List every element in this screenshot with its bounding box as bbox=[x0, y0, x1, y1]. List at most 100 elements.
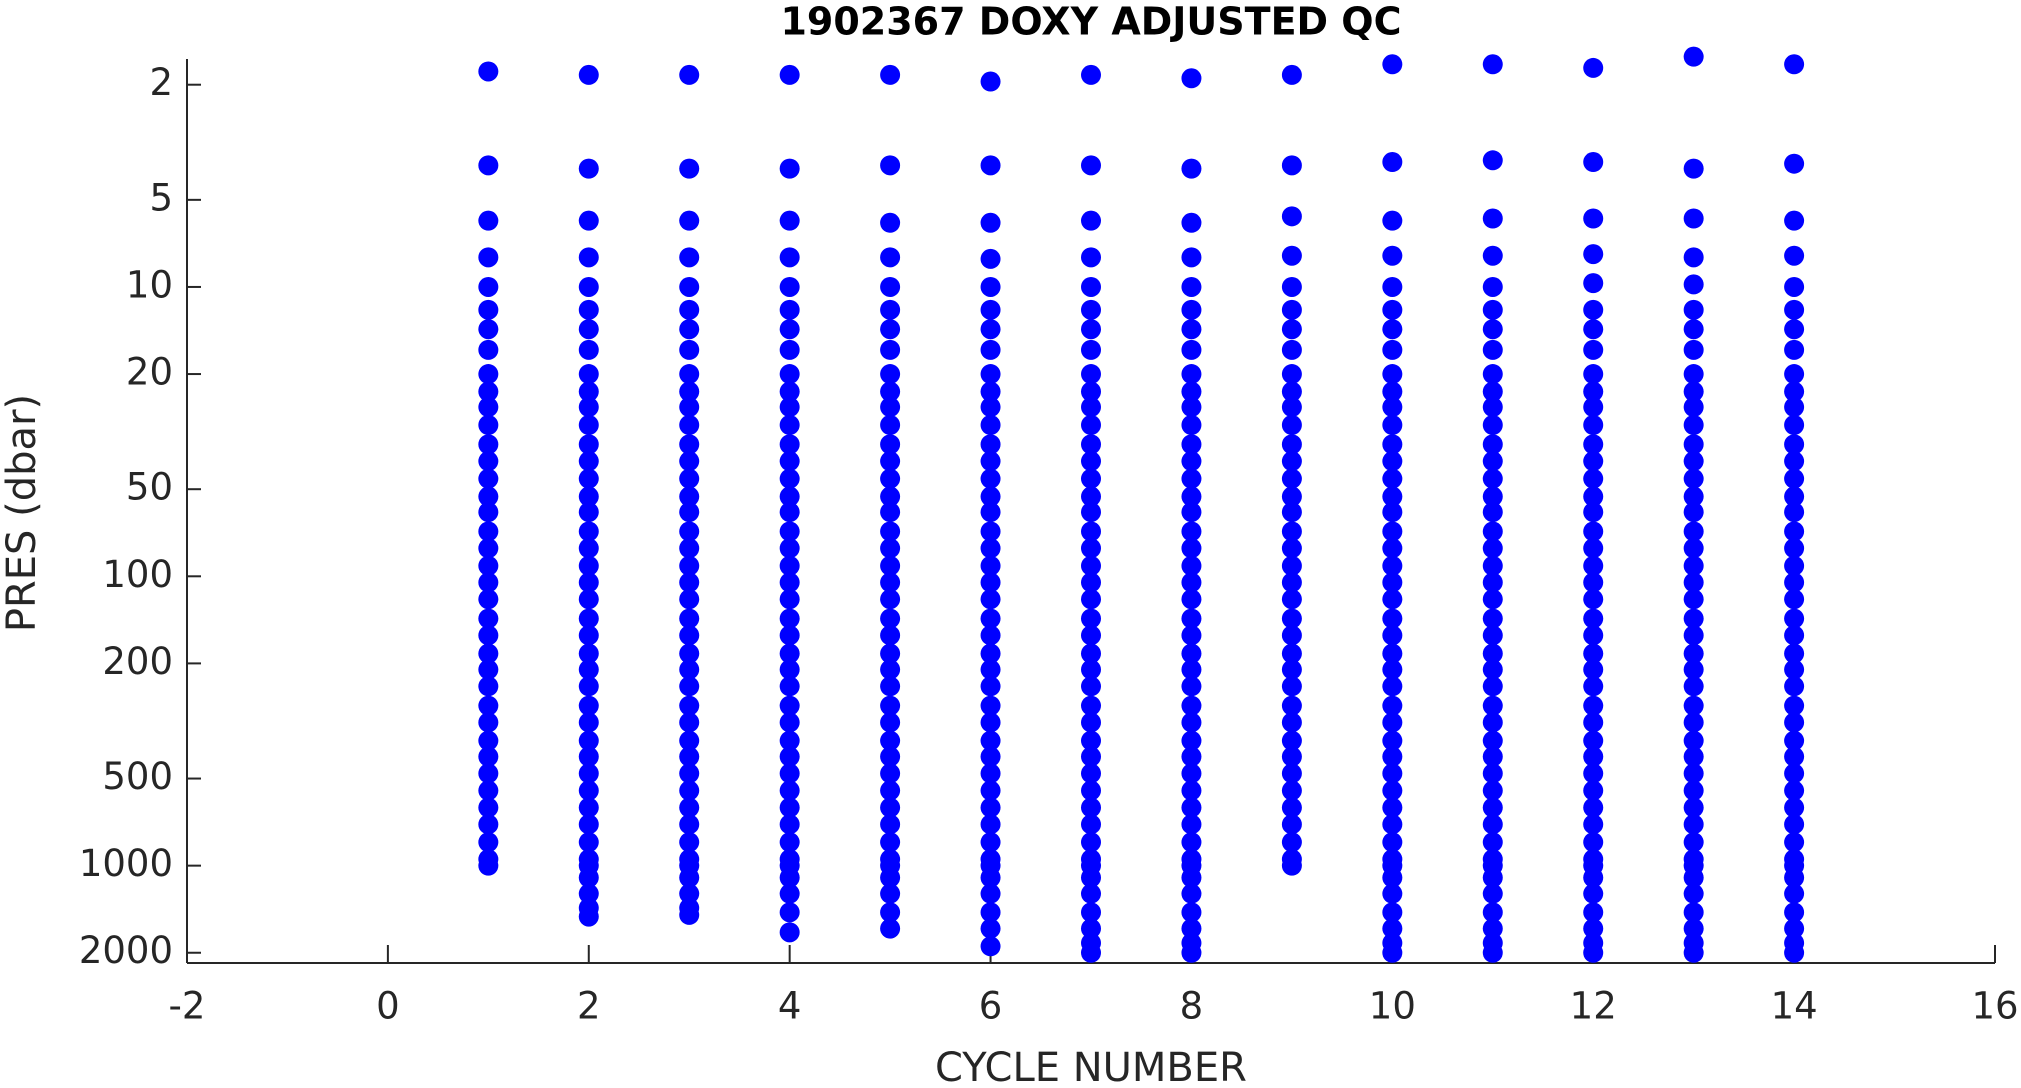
data-point bbox=[1081, 572, 1101, 593]
data-point bbox=[478, 814, 499, 835]
data-point bbox=[1081, 659, 1101, 680]
data-point bbox=[1683, 364, 1704, 385]
data-point bbox=[478, 468, 499, 489]
data-point bbox=[880, 415, 901, 436]
data-point bbox=[980, 434, 1001, 455]
data-point bbox=[1081, 339, 1101, 360]
data-point bbox=[1583, 434, 1604, 455]
data-point bbox=[1482, 918, 1503, 939]
data-point bbox=[1482, 643, 1503, 664]
data-point bbox=[679, 730, 700, 751]
data-point bbox=[1683, 299, 1704, 320]
data-point bbox=[980, 780, 1001, 801]
data-point bbox=[1784, 763, 1805, 784]
x-tick-label: 14 bbox=[1771, 985, 1818, 1028]
data-point bbox=[980, 936, 1001, 957]
data-point bbox=[1683, 555, 1704, 576]
data-point bbox=[1583, 502, 1604, 523]
data-point bbox=[1181, 212, 1202, 233]
data-point bbox=[880, 64, 901, 85]
data-point bbox=[478, 712, 499, 733]
data-point bbox=[1281, 797, 1302, 818]
data-point bbox=[779, 832, 800, 853]
data-point bbox=[980, 486, 1001, 507]
data-point bbox=[880, 589, 901, 610]
data-point bbox=[578, 589, 599, 610]
data-point bbox=[1683, 158, 1704, 179]
data-point bbox=[1181, 589, 1202, 610]
data-point bbox=[1081, 902, 1101, 923]
data-point bbox=[578, 712, 599, 733]
data-point bbox=[1583, 572, 1604, 593]
data-point bbox=[1683, 832, 1704, 853]
data-point bbox=[1281, 155, 1302, 176]
data-point bbox=[1281, 451, 1302, 472]
data-point bbox=[1784, 659, 1805, 680]
data-point bbox=[1181, 883, 1202, 904]
data-point bbox=[1583, 152, 1604, 173]
data-point bbox=[1081, 608, 1101, 629]
data-point bbox=[980, 381, 1001, 402]
data-point bbox=[1081, 381, 1101, 402]
data-point bbox=[679, 659, 700, 680]
data-point bbox=[1583, 659, 1604, 680]
data-point bbox=[1784, 814, 1805, 835]
data-point bbox=[1382, 152, 1403, 173]
data-point bbox=[578, 676, 599, 697]
data-point bbox=[1784, 299, 1805, 320]
data-point bbox=[779, 676, 800, 697]
data-point bbox=[1081, 247, 1101, 268]
data-point bbox=[1181, 538, 1202, 559]
data-point bbox=[1181, 608, 1202, 629]
data-point bbox=[1583, 643, 1604, 664]
data-point bbox=[478, 589, 499, 610]
data-point bbox=[1583, 538, 1604, 559]
data-point bbox=[578, 659, 599, 680]
data-point bbox=[1784, 676, 1805, 697]
data-point bbox=[1784, 730, 1805, 751]
data-point bbox=[1181, 247, 1202, 268]
data-point bbox=[1784, 867, 1805, 888]
data-point bbox=[1382, 319, 1403, 340]
data-point bbox=[1683, 695, 1704, 716]
data-point bbox=[1482, 797, 1503, 818]
data-point bbox=[1583, 942, 1604, 963]
data-point bbox=[1583, 608, 1604, 629]
data-point bbox=[1683, 46, 1704, 67]
data-point bbox=[779, 538, 800, 559]
data-point bbox=[880, 695, 901, 716]
data-point bbox=[1281, 468, 1302, 489]
data-point bbox=[1482, 486, 1503, 507]
data-point bbox=[980, 695, 1001, 716]
data-point bbox=[1683, 468, 1704, 489]
data-point bbox=[1181, 319, 1202, 340]
data-point bbox=[779, 589, 800, 610]
data-point bbox=[880, 625, 901, 646]
data-point bbox=[980, 883, 1001, 904]
data-point bbox=[1181, 902, 1202, 923]
data-point bbox=[1281, 676, 1302, 697]
data-point bbox=[1583, 451, 1604, 472]
data-point bbox=[779, 276, 800, 297]
data-point bbox=[779, 883, 800, 904]
data-point bbox=[1181, 797, 1202, 818]
data-point bbox=[779, 780, 800, 801]
data-point bbox=[980, 797, 1001, 818]
data-point bbox=[880, 486, 901, 507]
data-point bbox=[1482, 502, 1503, 523]
x-tick-label: 12 bbox=[1570, 985, 1617, 1028]
data-point bbox=[679, 64, 700, 85]
data-point bbox=[1382, 608, 1403, 629]
data-point bbox=[1784, 276, 1805, 297]
data-point bbox=[679, 468, 700, 489]
data-point bbox=[478, 659, 499, 680]
data-point bbox=[880, 676, 901, 697]
data-point bbox=[1482, 625, 1503, 646]
data-point bbox=[1081, 676, 1101, 697]
data-point bbox=[880, 451, 901, 472]
data-point bbox=[679, 589, 700, 610]
data-point bbox=[578, 415, 599, 436]
data-point bbox=[779, 486, 800, 507]
data-point bbox=[478, 521, 499, 542]
data-point bbox=[1181, 867, 1202, 888]
